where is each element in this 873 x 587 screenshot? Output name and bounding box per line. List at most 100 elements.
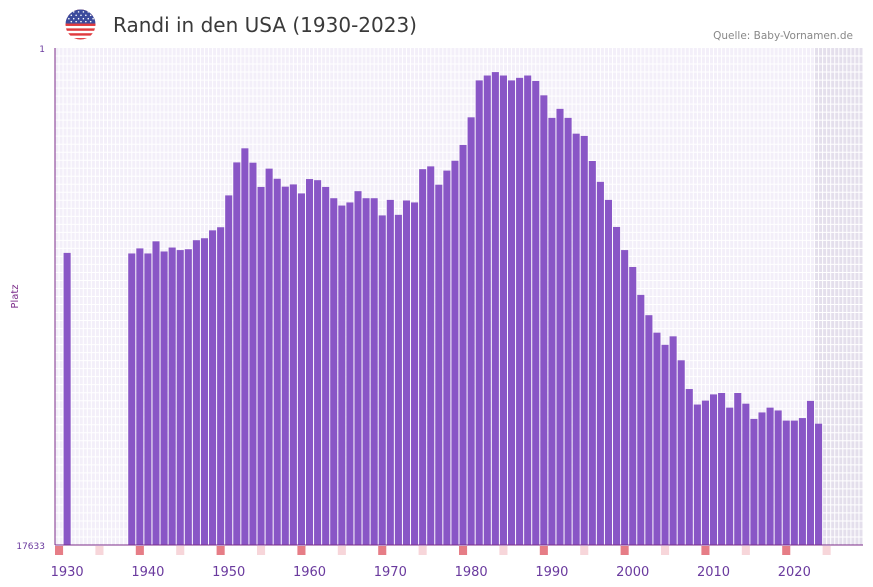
bar-1959 [297, 193, 305, 545]
bar-1985 [507, 80, 516, 546]
bar-1930 [63, 252, 71, 546]
bar-2002 [645, 315, 653, 545]
bar-1947 [200, 238, 209, 545]
year-marker-faint-2024 [822, 546, 831, 555]
bar-2003 [653, 332, 661, 545]
bar-2018 [774, 410, 782, 545]
bar-1986 [516, 77, 524, 546]
bar-1964 [338, 205, 346, 545]
bar-1963 [330, 198, 338, 546]
bar-2009 [701, 400, 709, 545]
bar-1988 [532, 80, 540, 546]
bar-1982 [483, 75, 491, 545]
year-marker-faint-1974 [418, 546, 427, 555]
year-marker-faint-1954 [257, 546, 266, 555]
us-flag-icon [65, 9, 96, 40]
bar-2014 [742, 403, 750, 545]
bar-1998 [613, 226, 621, 545]
bar-1961 [314, 180, 322, 545]
x-tick-label-2000: 2000 [616, 565, 649, 580]
bar-1967 [362, 198, 370, 546]
y-tick-label-bottom: 17633 [16, 542, 45, 552]
bar-1954 [257, 186, 265, 546]
bar-1981 [475, 80, 483, 546]
x-tick-label-1960: 1960 [293, 565, 326, 580]
year-marker-1989 [539, 546, 548, 555]
year-marker-1929 [55, 546, 64, 555]
bar-2012 [726, 407, 734, 545]
bar-1991 [556, 108, 564, 545]
bar-1972 [402, 200, 411, 545]
year-marker-2009 [701, 546, 710, 555]
bar-1948 [209, 230, 217, 545]
bar-1944 [176, 250, 184, 545]
bar-2017 [766, 407, 774, 545]
bar-1957 [281, 186, 289, 545]
bar-1993 [572, 133, 580, 545]
bar-1971 [394, 214, 402, 546]
bar-1974 [419, 169, 427, 545]
year-marker-faint-1964 [337, 546, 346, 555]
year-marker-2019 [782, 546, 791, 555]
bar-2016 [758, 412, 766, 545]
bar-1992 [564, 117, 572, 546]
bar-2022 [806, 400, 815, 545]
year-marker-faint-2004 [661, 546, 670, 555]
y-tick-label-top: 1 [39, 45, 45, 55]
bar-1994 [580, 135, 588, 546]
bar-1960 [305, 179, 314, 546]
year-marker-faint-1994 [580, 546, 589, 555]
bar-1983 [491, 72, 499, 545]
bar-1941 [152, 241, 160, 545]
bar-1969 [378, 215, 386, 545]
bar-1958 [289, 184, 297, 546]
x-tick-label-1950: 1950 [212, 565, 245, 580]
bar-2008 [693, 404, 701, 545]
bar-2015 [750, 418, 758, 545]
x-tick-label-1970: 1970 [374, 565, 407, 580]
year-marker-1969 [378, 546, 387, 555]
bar-1946 [192, 240, 200, 546]
year-marker-1999 [620, 546, 629, 555]
bar-1975 [427, 166, 435, 546]
bar-2010 [709, 394, 718, 545]
x-tick-label-2010: 2010 [697, 565, 730, 580]
y-axis-title: Platz [10, 284, 21, 308]
bar-1976 [435, 184, 443, 545]
year-marker-1979 [459, 546, 468, 555]
bar-1955 [265, 168, 273, 545]
bar-1953 [249, 162, 257, 546]
bar-1956 [273, 178, 281, 545]
bar-1996 [596, 181, 604, 546]
bar-2007 [685, 389, 693, 545]
year-marker-faint-1984 [499, 546, 508, 555]
chart-title: Randi in den USA (1930-2023) [113, 13, 417, 37]
bar-1990 [548, 117, 556, 546]
x-tick-label-2020: 2020 [778, 565, 811, 580]
bar-1978 [451, 160, 459, 545]
bar-1977 [443, 170, 451, 545]
bar-1952 [241, 148, 249, 545]
bar-1938 [128, 253, 136, 545]
bar-2020 [790, 420, 798, 545]
year-marker-faint-1944 [176, 546, 185, 555]
year-marker-1939 [135, 546, 144, 555]
bar-1987 [524, 75, 532, 545]
bar-1984 [499, 75, 507, 545]
bar-1942 [160, 251, 168, 545]
x-tick-label-1990: 1990 [535, 565, 568, 580]
bar-2019 [782, 420, 790, 545]
bar-1940 [144, 253, 152, 545]
bar-1997 [604, 199, 613, 545]
bar-2023 [815, 423, 823, 545]
bar-2000 [629, 266, 637, 545]
bar-2021 [798, 418, 806, 545]
bar-1979 [459, 144, 467, 546]
bar-2001 [637, 294, 645, 545]
bar-1973 [411, 202, 419, 545]
year-marker-faint-1934 [95, 546, 104, 555]
bar-1950 [225, 195, 233, 545]
x-tick-label-1930: 1930 [51, 565, 84, 580]
bar-1939 [136, 248, 144, 545]
bar-1966 [354, 191, 362, 545]
